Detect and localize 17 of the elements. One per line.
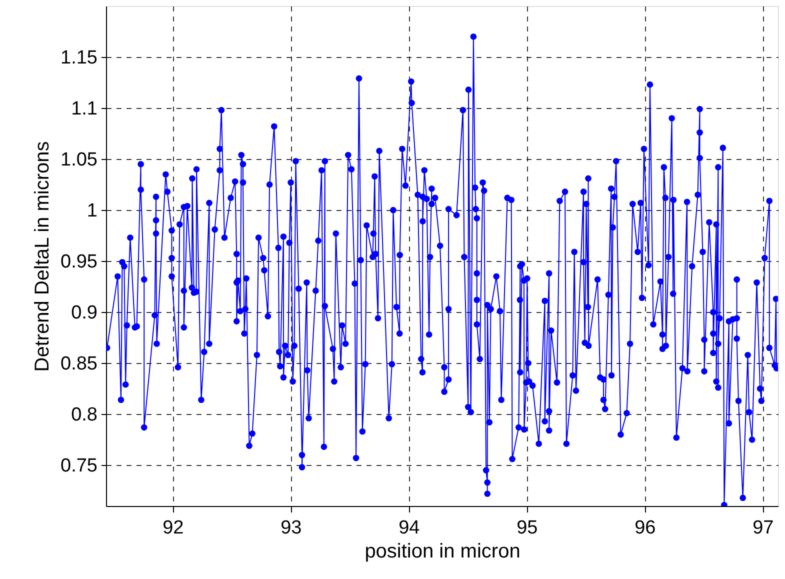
y-tick-label: 0.9 xyxy=(71,302,98,324)
y-tick-label: 1.05 xyxy=(60,150,98,171)
x-tick-label: 96 xyxy=(634,518,656,538)
y-tick-label: 1.1 xyxy=(71,98,98,120)
y-tick-label: 1.15 xyxy=(60,48,98,69)
y-axis-title: Detrend DeltaL in microns xyxy=(32,141,54,372)
x-tick-label: 93 xyxy=(280,518,302,538)
x-tick-label: 92 xyxy=(162,518,184,538)
x-tick-label: 95 xyxy=(516,518,538,538)
y-tick-label: 0.8 xyxy=(71,404,98,426)
y-tick-label: 0.85 xyxy=(60,354,98,375)
x-tick-label: 97 xyxy=(752,518,774,538)
y-tick-label: 0.95 xyxy=(60,252,98,273)
x-tick-label: 94 xyxy=(398,518,420,538)
y-tick-label: 1 xyxy=(86,200,98,222)
y-tick-label: 0.75 xyxy=(60,456,98,477)
x-axis-title: position in micron xyxy=(364,540,520,562)
